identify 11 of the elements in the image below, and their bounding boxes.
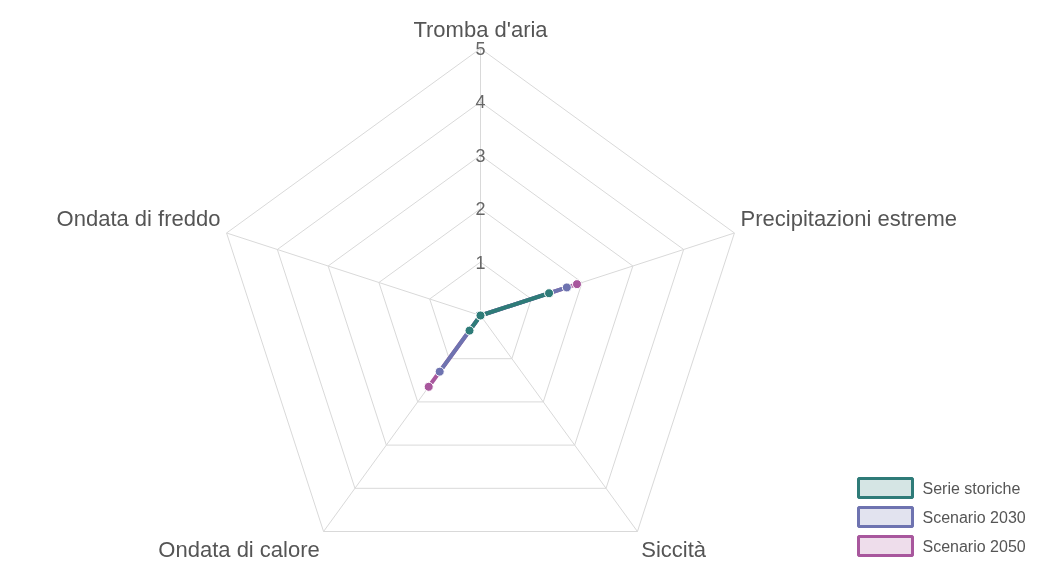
y-tick-label: 4 (475, 92, 486, 113)
legend-label: Scenario 2030 (922, 509, 1026, 526)
y-tick-label: 1 (475, 252, 486, 273)
legend-label: Scenario 2050 (922, 538, 1026, 555)
spoke-label: Precipitazioni estreme (740, 206, 957, 232)
spoke-label: Ondata di freddo (56, 206, 221, 232)
legend-label: Serie storiche (922, 480, 1021, 497)
y-tick-label: 2 (475, 199, 486, 220)
spoke-label: Ondata di calore (158, 536, 320, 562)
spoke-label: Siccità (641, 536, 707, 562)
y-tick-label: 3 (475, 145, 486, 166)
